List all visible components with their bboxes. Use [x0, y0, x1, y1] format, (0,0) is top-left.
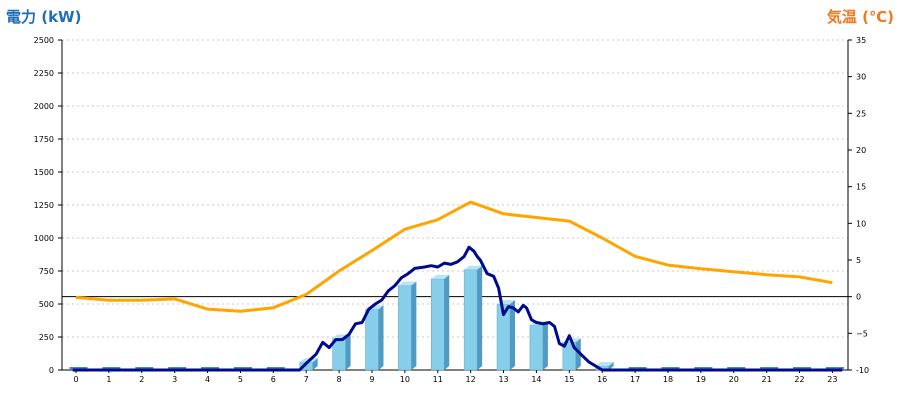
x-tick-label: 3	[172, 375, 177, 384]
bar	[431, 274, 450, 371]
bar	[398, 281, 417, 371]
bar-side	[575, 338, 581, 370]
x-tick-label: 6	[271, 375, 276, 384]
bar-side	[378, 305, 384, 370]
x-tick-label: 14	[531, 375, 541, 384]
bar-side	[411, 281, 417, 370]
right-axis: -10 −5 0 5 10 15 20 25 30 35	[847, 36, 869, 375]
bar-top	[595, 362, 614, 367]
left-tick-label: 1750	[34, 135, 54, 144]
bar-top	[431, 274, 450, 279]
x-tick-label: 0	[73, 375, 78, 384]
right-tick-label: 5	[856, 256, 861, 265]
bar-top	[464, 265, 483, 270]
x-tick-label: 12	[466, 375, 476, 384]
temperature-line	[75, 200, 833, 313]
bar-side	[345, 334, 351, 370]
bar-front	[431, 278, 445, 371]
bar-side	[608, 362, 614, 370]
left-tick-label: 750	[39, 267, 54, 276]
right-tick-label: 10	[856, 219, 866, 228]
bar-front	[529, 324, 544, 371]
right-tick-label: 35	[856, 36, 866, 45]
bar-front	[463, 269, 478, 371]
x-tick-label: 20	[729, 375, 739, 384]
x-tick-label: 18	[663, 375, 673, 384]
left-tick-label: 2250	[34, 69, 54, 78]
x-tick-label: 2	[139, 375, 144, 384]
bar-side	[477, 265, 483, 370]
right-tick-label: −5	[856, 329, 868, 338]
x-tick-label: 4	[205, 375, 210, 384]
x-tick-label: 9	[369, 375, 374, 384]
left-axis: 0 250 500 750 1000 1250 1500 1750 2000 2250 2500	[34, 36, 63, 375]
right-axis-title: 気温 (℃)	[826, 8, 894, 26]
bar	[463, 265, 483, 371]
x-tick-label: 5	[238, 375, 243, 384]
bar-side	[542, 321, 548, 370]
x-tick-label: 17	[630, 375, 640, 384]
bar	[595, 362, 614, 371]
right-tick-label: 20	[856, 146, 866, 155]
x-tick-label: 1	[106, 375, 111, 384]
power-series	[72, 245, 843, 372]
x-tick-label: 19	[696, 375, 706, 384]
bar-side	[510, 300, 516, 370]
x-tick-label: 21	[762, 375, 772, 384]
x-tick-label: 10	[400, 375, 410, 384]
left-tick-label: 0	[49, 366, 54, 375]
x-tick-label: 7	[304, 375, 309, 384]
x-tick-label: 22	[794, 375, 804, 384]
bar-side	[444, 274, 450, 370]
power-line	[72, 245, 843, 372]
right-tick-label: 25	[856, 109, 866, 118]
left-tick-label: 500	[39, 300, 54, 309]
bar	[365, 305, 384, 371]
x-tick-label: 16	[597, 375, 607, 384]
x-tick-label: 13	[498, 375, 508, 384]
bar-side	[312, 358, 318, 370]
bar-front	[365, 309, 379, 371]
x-tick-label: 15	[564, 375, 574, 384]
left-tick-label: 1250	[34, 201, 54, 210]
x-axis: 0 1 2 3 4 5 6 7 8 9 10 11 12 13 14 15 16 17 18 19 20 21 22 23	[62, 369, 848, 384]
x-tick-label: 11	[433, 375, 443, 384]
left-axis-title: 電力 (kW)	[6, 8, 82, 26]
bar-front	[398, 285, 412, 371]
temperature-series	[75, 200, 833, 313]
grid	[62, 39, 848, 338]
x-tick-label: 8	[337, 375, 342, 384]
left-tick-label: 1000	[34, 234, 54, 243]
right-tick-label: 15	[856, 183, 866, 192]
left-tick-label: 250	[39, 333, 54, 342]
bar	[496, 300, 516, 371]
bar-top	[398, 281, 417, 286]
left-tick-label: 2000	[34, 102, 54, 111]
left-tick-label: 2500	[34, 36, 54, 45]
right-tick-label: 30	[856, 73, 866, 82]
x-tick-label: 23	[827, 375, 837, 384]
left-tick-label: 1500	[34, 168, 54, 177]
right-tick-label: 0	[856, 293, 861, 302]
right-tick-label: -10	[856, 366, 869, 375]
bars	[69, 265, 844, 371]
bar	[529, 321, 548, 371]
